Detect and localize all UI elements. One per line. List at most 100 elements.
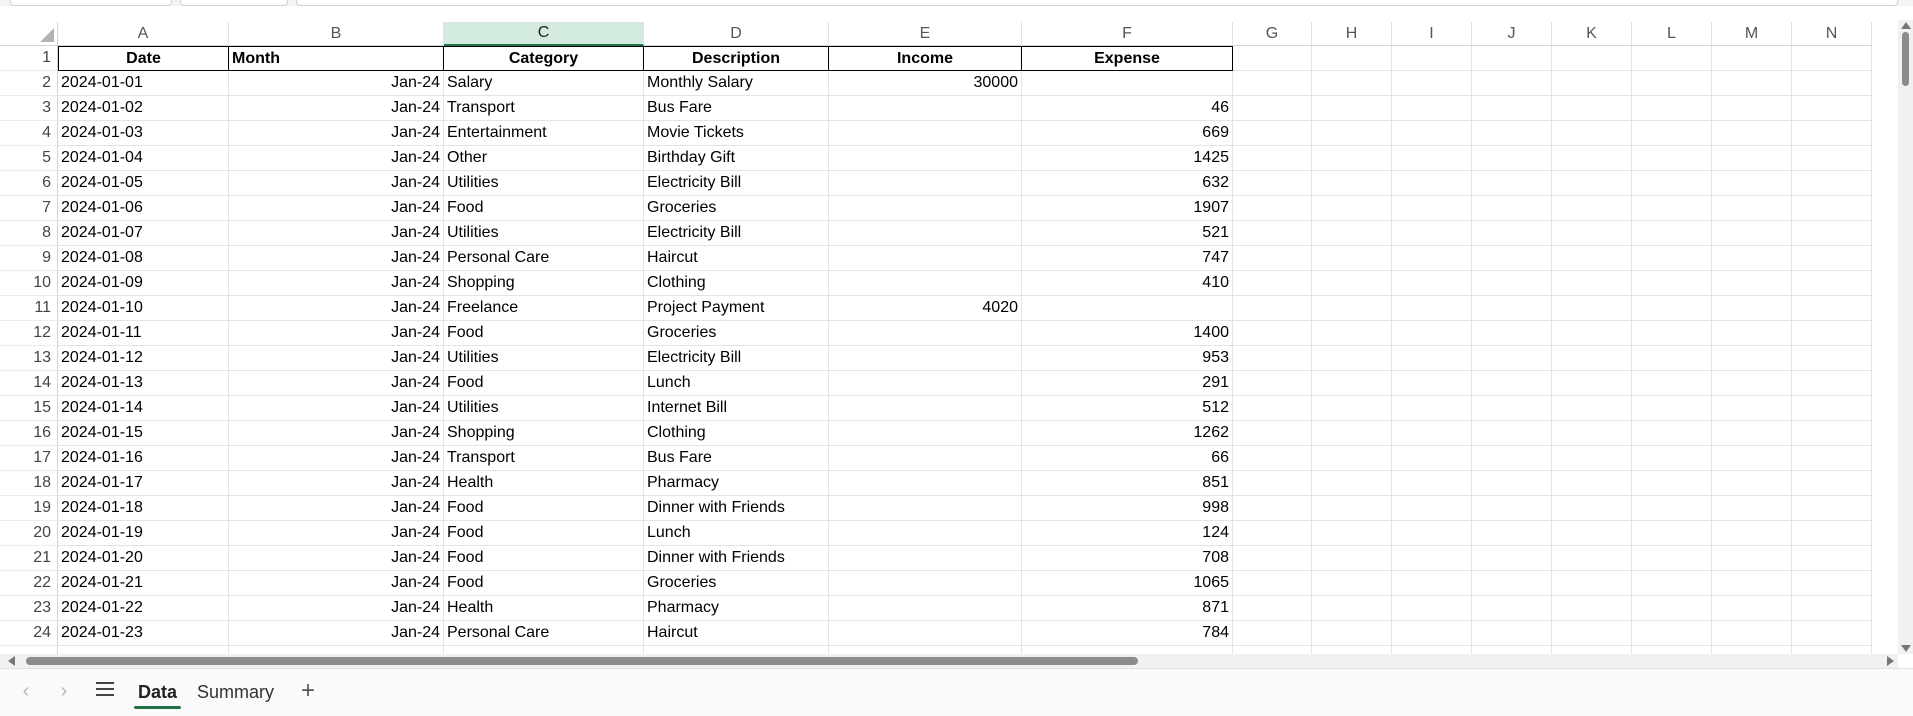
table-cell[interactable]: 1400: [1022, 321, 1233, 346]
table-cell[interactable]: 2024-01-08: [58, 246, 229, 271]
row-header[interactable]: 21: [0, 546, 58, 571]
horizontal-scrollbar[interactable]: [0, 654, 1898, 668]
empty-cell[interactable]: [1632, 446, 1712, 471]
table-cell[interactable]: Utilities: [444, 396, 644, 421]
chevron-right-icon[interactable]: ›: [60, 680, 68, 702]
table-cell[interactable]: 2024-01-06: [58, 196, 229, 221]
empty-cell[interactable]: [1233, 196, 1312, 221]
empty-cell[interactable]: [1472, 546, 1552, 571]
empty-cell[interactable]: [1552, 296, 1632, 321]
column-header-f[interactable]: F: [1022, 22, 1233, 46]
table-cell[interactable]: Birthday Gift: [644, 146, 829, 171]
empty-cell[interactable]: [1312, 346, 1392, 371]
row-header[interactable]: 22: [0, 571, 58, 596]
table-cell[interactable]: Haircut: [644, 246, 829, 271]
sheet-tab-summary[interactable]: Summary: [197, 682, 275, 702]
empty-cell[interactable]: [1472, 96, 1552, 121]
table-cell[interactable]: Jan-24: [229, 571, 444, 596]
table-cell[interactable]: [829, 621, 1022, 646]
table-cell[interactable]: Food: [444, 521, 644, 546]
table-cell[interactable]: Personal Care: [444, 246, 644, 271]
empty-cell[interactable]: [1792, 146, 1872, 171]
table-cell[interactable]: Jan-24: [229, 471, 444, 496]
empty-cell[interactable]: [1552, 471, 1632, 496]
table-cell[interactable]: 632: [1022, 171, 1233, 196]
empty-cell[interactable]: [1312, 471, 1392, 496]
row-header[interactable]: 18: [0, 471, 58, 496]
table-cell[interactable]: Clothing: [644, 271, 829, 296]
empty-cell[interactable]: [1792, 96, 1872, 121]
empty-cell[interactable]: [1472, 446, 1552, 471]
empty-cell[interactable]: [1312, 421, 1392, 446]
table-cell[interactable]: Groceries: [644, 321, 829, 346]
row-header[interactable]: 17: [0, 446, 58, 471]
table-cell[interactable]: [829, 346, 1022, 371]
empty-cell[interactable]: [1632, 296, 1712, 321]
empty-cell[interactable]: [1632, 71, 1712, 96]
empty-cell[interactable]: [1392, 621, 1472, 646]
table-cell[interactable]: 669: [1022, 121, 1233, 146]
row-header[interactable]: [0, 646, 58, 654]
empty-cell[interactable]: [1472, 71, 1552, 96]
empty-cell[interactable]: [1472, 496, 1552, 521]
empty-cell[interactable]: [1792, 496, 1872, 521]
empty-cell[interactable]: [1632, 521, 1712, 546]
scroll-right-icon[interactable]: [1887, 656, 1894, 666]
empty-cell[interactable]: [1552, 271, 1632, 296]
empty-cell[interactable]: [1233, 146, 1312, 171]
empty-cell[interactable]: [1392, 496, 1472, 521]
empty-cell[interactable]: [1472, 521, 1552, 546]
empty-cell[interactable]: [1472, 421, 1552, 446]
row-header[interactable]: 16: [0, 421, 58, 446]
empty-cell[interactable]: [1392, 321, 1472, 346]
table-cell[interactable]: Clothing: [644, 421, 829, 446]
table-cell[interactable]: Jan-24: [229, 146, 444, 171]
table-cell[interactable]: 124: [1022, 521, 1233, 546]
empty-cell[interactable]: [1392, 521, 1472, 546]
empty-cell[interactable]: [1472, 46, 1552, 71]
empty-cell[interactable]: [1392, 596, 1472, 621]
table-cell[interactable]: 998: [1022, 496, 1233, 521]
empty-cell[interactable]: [1233, 646, 1312, 654]
table-cell[interactable]: [829, 221, 1022, 246]
empty-cell[interactable]: [1472, 146, 1552, 171]
table-cell[interactable]: Jan-24: [229, 421, 444, 446]
empty-cell[interactable]: [644, 646, 829, 654]
table-cell[interactable]: 2024-01-01: [58, 71, 229, 96]
table-cell[interactable]: [829, 521, 1022, 546]
empty-cell[interactable]: [1552, 546, 1632, 571]
column-header-n[interactable]: N: [1792, 22, 1872, 46]
empty-cell[interactable]: [1792, 346, 1872, 371]
empty-cell[interactable]: [1392, 271, 1472, 296]
row-header[interactable]: 12: [0, 321, 58, 346]
empty-cell[interactable]: [1632, 571, 1712, 596]
empty-cell[interactable]: [1392, 546, 1472, 571]
table-cell[interactable]: Transport: [444, 96, 644, 121]
empty-cell[interactable]: [1233, 221, 1312, 246]
table-cell[interactable]: Other: [444, 146, 644, 171]
table-cell[interactable]: Bus Fare: [644, 96, 829, 121]
empty-cell[interactable]: [1632, 346, 1712, 371]
empty-cell[interactable]: [1552, 221, 1632, 246]
empty-cell[interactable]: [58, 646, 229, 654]
empty-cell[interactable]: [1472, 196, 1552, 221]
scroll-up-icon[interactable]: [1901, 22, 1911, 29]
row-header[interactable]: 14: [0, 371, 58, 396]
table-cell[interactable]: [829, 246, 1022, 271]
empty-cell[interactable]: [1392, 346, 1472, 371]
empty-cell[interactable]: [1552, 121, 1632, 146]
empty-cell[interactable]: [1022, 646, 1233, 654]
table-cell[interactable]: Personal Care: [444, 621, 644, 646]
table-cell[interactable]: 851: [1022, 471, 1233, 496]
row-header[interactable]: 15: [0, 396, 58, 421]
empty-cell[interactable]: [1632, 596, 1712, 621]
table-cell[interactable]: 66: [1022, 446, 1233, 471]
table-cell[interactable]: 2024-01-13: [58, 371, 229, 396]
table-cell[interactable]: 30000: [829, 71, 1022, 96]
empty-cell[interactable]: [1233, 596, 1312, 621]
table-cell[interactable]: Dinner with Friends: [644, 546, 829, 571]
empty-cell[interactable]: [1792, 221, 1872, 246]
column-header-c[interactable]: C: [444, 22, 644, 46]
header-cell[interactable]: Description: [644, 46, 829, 71]
empty-cell[interactable]: [1712, 346, 1792, 371]
